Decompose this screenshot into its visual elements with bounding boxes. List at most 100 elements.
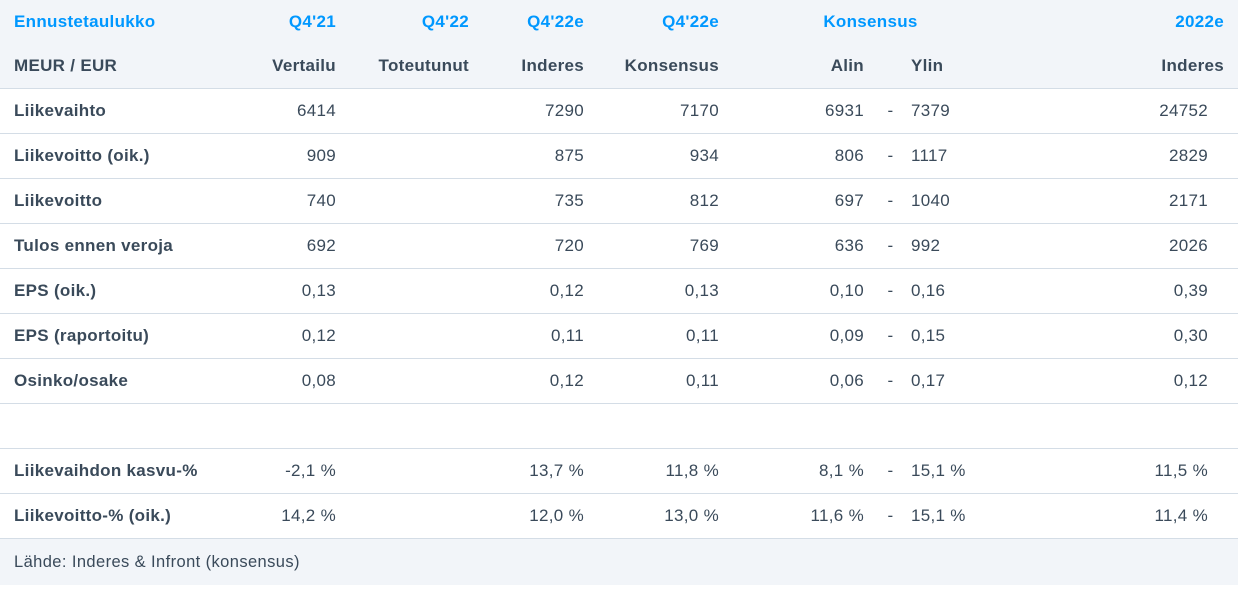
cell-toteutunut bbox=[350, 314, 483, 359]
row-label: Liikevaihto bbox=[0, 89, 225, 134]
cell-2022: 11,4 % bbox=[1088, 494, 1238, 539]
cell-ylin: 992 bbox=[903, 224, 1008, 269]
cell-gap bbox=[1008, 449, 1088, 494]
cell-vertailu: 740 bbox=[225, 179, 350, 224]
cell-toteutunut bbox=[350, 449, 483, 494]
header-vertailu: Vertailu bbox=[225, 44, 350, 89]
cell-ylin: 15,1 % bbox=[903, 494, 1008, 539]
cell-2022: 0,39 bbox=[1088, 269, 1238, 314]
header-q422e-kons: Q4'22e bbox=[598, 0, 733, 44]
cell-gap bbox=[1008, 89, 1088, 134]
cell-dash: - bbox=[878, 359, 903, 404]
cell-2022: 2026 bbox=[1088, 224, 1238, 269]
cell-konsensus: 11,8 % bbox=[598, 449, 733, 494]
table-row: Liikevoitto (oik.)909875934806-11172829 bbox=[0, 134, 1238, 179]
row-label: Liikevaihdon kasvu-% bbox=[0, 449, 225, 494]
cell-dash: - bbox=[878, 314, 903, 359]
cell-inderes: 13,7 % bbox=[483, 449, 598, 494]
cell-konsensus: 769 bbox=[598, 224, 733, 269]
cell-alin: 11,6 % bbox=[733, 494, 878, 539]
header-inderes2: Inderes bbox=[1088, 44, 1238, 89]
cell-konsensus: 0,13 bbox=[598, 269, 733, 314]
cell-inderes: 875 bbox=[483, 134, 598, 179]
cell-2022: 2829 bbox=[1088, 134, 1238, 179]
cell-inderes: 720 bbox=[483, 224, 598, 269]
table-row: EPS (oik.)0,130,120,130,10-0,160,39 bbox=[0, 269, 1238, 314]
cell-dash: - bbox=[878, 89, 903, 134]
header-gap bbox=[1008, 0, 1088, 44]
header-konsensus: Konsensus bbox=[733, 0, 1008, 44]
cell-gap bbox=[1008, 134, 1088, 179]
row-label: Liikevoitto (oik.) bbox=[0, 134, 225, 179]
forecast-table-container: Ennustetaulukko Q4'21 Q4'22 Q4'22e Q4'22… bbox=[0, 0, 1238, 585]
cell-2022: 11,5 % bbox=[1088, 449, 1238, 494]
header-ylin: Ylin bbox=[903, 44, 1008, 89]
header-blank bbox=[878, 44, 903, 89]
cell-toteutunut bbox=[350, 359, 483, 404]
table-row: EPS (raportoitu)0,120,110,110,09-0,150,3… bbox=[0, 314, 1238, 359]
table-body: Liikevaihto6414729071706931-737924752Lii… bbox=[0, 89, 1238, 539]
header-q421: Q4'21 bbox=[225, 0, 350, 44]
cell-ylin: 0,16 bbox=[903, 269, 1008, 314]
cell-alin: 6931 bbox=[733, 89, 878, 134]
header-title: Ennustetaulukko bbox=[0, 0, 225, 44]
cell-inderes: 0,12 bbox=[483, 269, 598, 314]
cell-dash: - bbox=[878, 449, 903, 494]
cell-toteutunut bbox=[350, 179, 483, 224]
cell-ylin: 1117 bbox=[903, 134, 1008, 179]
cell-konsensus: 934 bbox=[598, 134, 733, 179]
cell-vertailu: -2,1 % bbox=[225, 449, 350, 494]
forecast-table: Ennustetaulukko Q4'21 Q4'22 Q4'22e Q4'22… bbox=[0, 0, 1238, 585]
row-label: EPS (oik.) bbox=[0, 269, 225, 314]
spacer-cell bbox=[0, 404, 1238, 449]
cell-inderes: 735 bbox=[483, 179, 598, 224]
cell-konsensus: 0,11 bbox=[598, 314, 733, 359]
table-row: Liikevaihdon kasvu-%-2,1 % 13,7 %11,8 %8,… bbox=[0, 449, 1238, 494]
cell-vertailu: 0,12 bbox=[225, 314, 350, 359]
cell-dash: - bbox=[878, 224, 903, 269]
table-footer: Lähde: Inderes & Infront (konsensus) bbox=[0, 539, 1238, 586]
cell-alin: 697 bbox=[733, 179, 878, 224]
cell-alin: 0,10 bbox=[733, 269, 878, 314]
cell-dash: - bbox=[878, 269, 903, 314]
table-row: Liikevaihto6414729071706931-737924752 bbox=[0, 89, 1238, 134]
header-row-1: Ennustetaulukko Q4'21 Q4'22 Q4'22e Q4'22… bbox=[0, 0, 1238, 44]
table-row: Osinko/osake0,080,120,110,06-0,170,12 bbox=[0, 359, 1238, 404]
cell-konsensus: 0,11 bbox=[598, 359, 733, 404]
table-row: Tulos ennen veroja692720769636-9922026 bbox=[0, 224, 1238, 269]
header-unit: MEUR / EUR bbox=[0, 44, 225, 89]
row-label: Liikevoitto-% (oik.) bbox=[0, 494, 225, 539]
cell-dash: - bbox=[878, 494, 903, 539]
cell-vertailu: 692 bbox=[225, 224, 350, 269]
cell-toteutunut bbox=[350, 269, 483, 314]
cell-dash: - bbox=[878, 134, 903, 179]
header-gap2 bbox=[1008, 44, 1088, 89]
table-row: Liikevoitto-% (oik.)14,2 %12,0 %13,0 %11… bbox=[0, 494, 1238, 539]
cell-inderes: 12,0 % bbox=[483, 494, 598, 539]
cell-dash: - bbox=[878, 179, 903, 224]
cell-alin: 8,1 % bbox=[733, 449, 878, 494]
cell-inderes: 7290 bbox=[483, 89, 598, 134]
cell-gap bbox=[1008, 224, 1088, 269]
cell-toteutunut bbox=[350, 134, 483, 179]
header-konsen: Konsensus bbox=[598, 44, 733, 89]
header-toteutunut: Toteutunut bbox=[350, 44, 483, 89]
cell-2022: 2171 bbox=[1088, 179, 1238, 224]
cell-2022: 0,30 bbox=[1088, 314, 1238, 359]
cell-ylin: 7379 bbox=[903, 89, 1008, 134]
header-q422: Q4'22 bbox=[350, 0, 483, 44]
cell-konsensus: 13,0 % bbox=[598, 494, 733, 539]
header-2022e: 2022e bbox=[1088, 0, 1238, 44]
row-label: Liikevoitto bbox=[0, 179, 225, 224]
cell-ylin: 0,15 bbox=[903, 314, 1008, 359]
header-row-2: MEUR / EUR Vertailu Toteutunut Inderes K… bbox=[0, 44, 1238, 89]
cell-gap bbox=[1008, 269, 1088, 314]
cell-alin: 806 bbox=[733, 134, 878, 179]
cell-konsensus: 7170 bbox=[598, 89, 733, 134]
cell-vertailu: 6414 bbox=[225, 89, 350, 134]
cell-gap bbox=[1008, 314, 1088, 359]
cell-gap bbox=[1008, 179, 1088, 224]
cell-inderes: 0,12 bbox=[483, 359, 598, 404]
cell-gap bbox=[1008, 494, 1088, 539]
cell-vertailu: 0,13 bbox=[225, 269, 350, 314]
